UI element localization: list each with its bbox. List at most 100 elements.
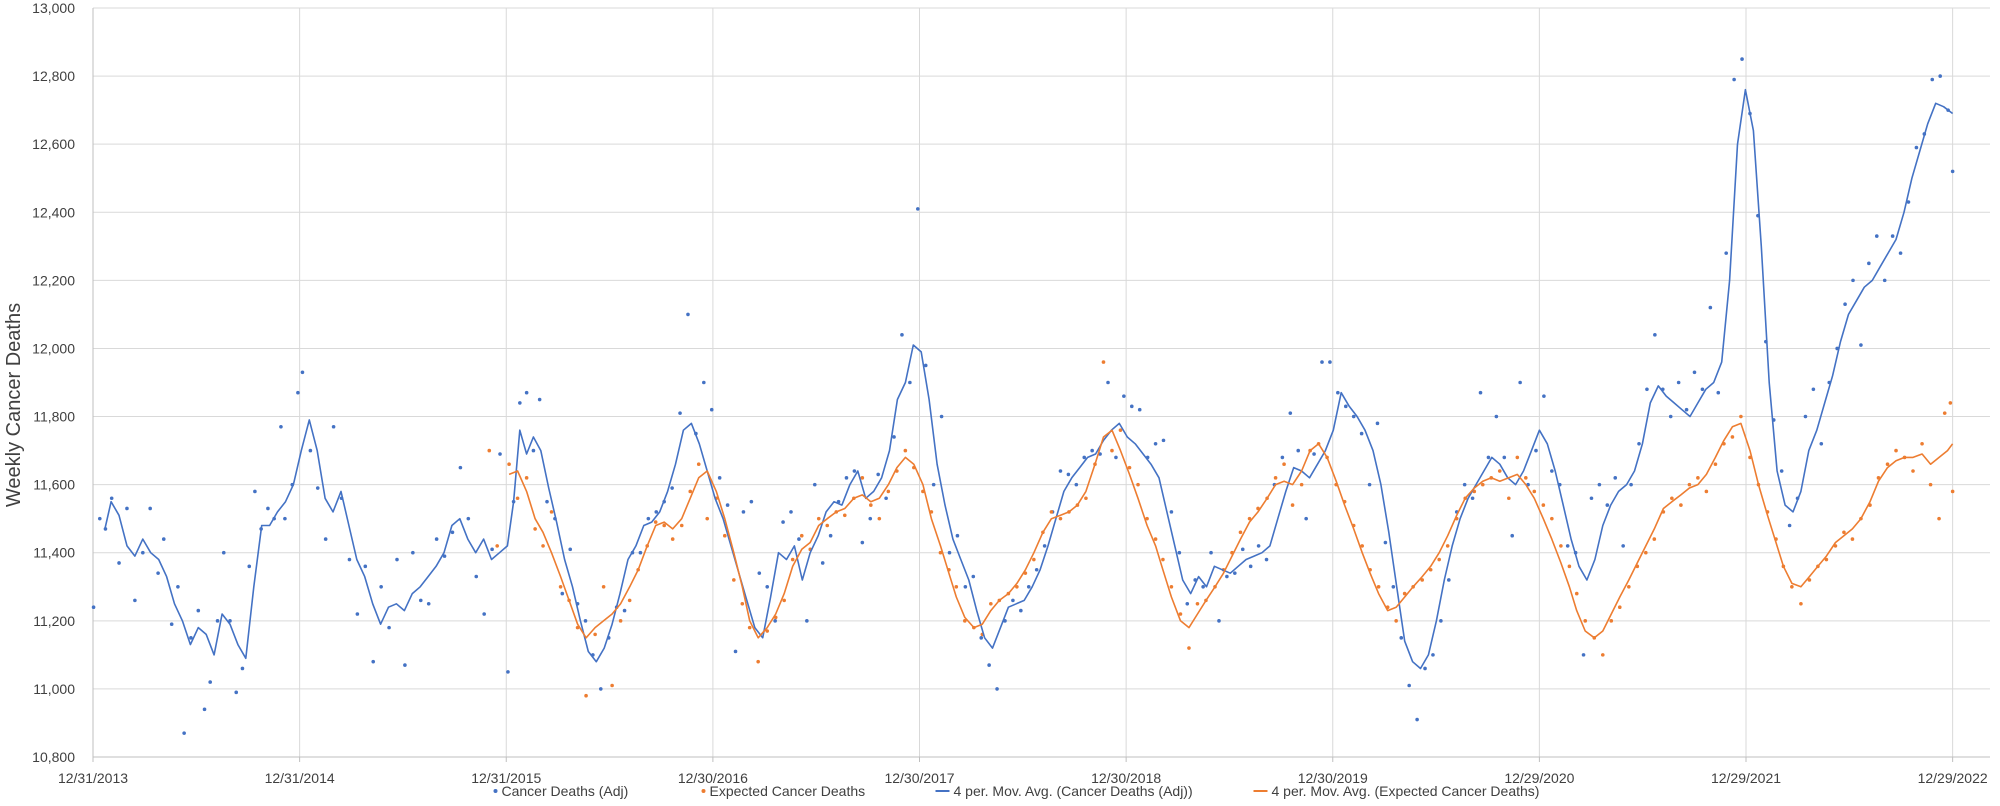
- x-tick-label: 12/31/2013: [58, 770, 128, 786]
- scatter-point: [117, 561, 121, 565]
- scatter-point: [653, 520, 658, 524]
- scatter-point: [1494, 414, 1499, 419]
- scatter-point: [1567, 564, 1572, 569]
- scatter-point: [747, 625, 752, 630]
- gridlines: [92, 7, 1990, 758]
- scatter-point: [1942, 411, 1947, 415]
- scatter-point: [805, 619, 809, 623]
- scatter-point: [308, 448, 313, 453]
- scatter-point: [908, 380, 912, 385]
- y-tick-label: 12,600: [32, 136, 75, 152]
- scatter-point: [1523, 476, 1528, 480]
- scatter-point: [1110, 448, 1114, 453]
- scatter-point: [1950, 489, 1955, 494]
- scatter-point: [1320, 360, 1324, 364]
- scatter-point: [1684, 407, 1689, 412]
- scatter-point: [1225, 574, 1229, 579]
- scatter-point: [1937, 516, 1941, 521]
- y-tick-label: 11,600: [33, 477, 75, 493]
- scatter-point: [717, 476, 722, 480]
- scatter-point: [947, 550, 952, 555]
- scatter-point: [474, 574, 479, 579]
- scatter-point: [1609, 619, 1614, 623]
- scatter-point: [1914, 145, 1919, 150]
- scatter-point: [411, 550, 415, 555]
- scatter-point: [531, 448, 536, 453]
- scatter-point: [1930, 77, 1935, 82]
- scatter-point: [1129, 404, 1134, 409]
- scatter-point: [442, 554, 447, 558]
- moving-average-line-4-per-mov-avg-expected-cancer-deaths: [508, 422, 1954, 639]
- scatter-point: [1803, 414, 1808, 419]
- scatter-point: [1740, 57, 1744, 61]
- scatter-point: [1779, 469, 1784, 473]
- scatter-point: [955, 533, 960, 538]
- scatter-point: [1026, 584, 1031, 589]
- scatter-point: [722, 533, 727, 538]
- legend-marker: [493, 789, 498, 793]
- scatter-point: [1439, 619, 1443, 623]
- scatter-point: [549, 510, 554, 514]
- scatter-point: [141, 550, 145, 555]
- scatter-point: [627, 598, 632, 603]
- scatter-point: [852, 469, 857, 473]
- scatter-point: [1304, 516, 1308, 521]
- scatter-point: [931, 482, 936, 487]
- scatter-point: [533, 527, 537, 531]
- tick-labels: 10,800 11,000 11,200 11,400 11,600 11,800 12,0…: [32, 0, 1988, 786]
- scatter-point: [1402, 591, 1407, 596]
- scatter-point: [782, 598, 787, 603]
- scatter-point: [1233, 571, 1237, 575]
- scatter-point: [1542, 394, 1546, 398]
- scatter-point: [939, 414, 944, 419]
- scatter-point: [133, 598, 137, 603]
- scatter-point: [1843, 302, 1847, 306]
- scatter-point: [1480, 482, 1485, 487]
- scatter-point: [765, 629, 770, 633]
- scatter-point: [686, 312, 690, 317]
- scatter-point: [886, 489, 891, 494]
- scatter-point: [1885, 462, 1890, 467]
- scatter-point: [458, 465, 463, 470]
- scatter-point: [696, 462, 701, 467]
- scatter-point: [1627, 584, 1631, 589]
- scatter-point: [300, 370, 305, 375]
- scatter-point: [1032, 557, 1036, 562]
- scatter-point: [1153, 441, 1158, 446]
- scatter-point: [1282, 462, 1286, 467]
- scatter-point: [1670, 496, 1674, 501]
- y-tick-label: 12,200: [32, 272, 75, 288]
- scatter-point: [1700, 387, 1705, 392]
- scatter-point: [709, 407, 714, 412]
- scatter-point: [568, 547, 573, 552]
- scatter-point: [688, 489, 693, 494]
- scatter-point: [1066, 472, 1071, 477]
- scatter-point: [860, 540, 865, 545]
- scatter-point: [1928, 482, 1933, 487]
- scatter-point: [820, 561, 825, 565]
- scatter-point: [844, 476, 849, 480]
- scatter-point: [545, 499, 549, 504]
- scatter-point: [1383, 540, 1388, 545]
- scatter-point: [541, 544, 545, 548]
- scatter-point: [1122, 394, 1126, 398]
- scatter-point: [1376, 584, 1381, 589]
- scatter-point: [1874, 234, 1879, 238]
- scatter-point: [1399, 636, 1404, 640]
- scatter-point: [756, 659, 760, 664]
- scatter-point: [781, 520, 785, 524]
- scatter-point: [938, 550, 943, 555]
- scatter-point: [466, 516, 471, 521]
- scatter-point: [979, 636, 984, 640]
- legend-item: 4 per. Mov. Avg. (Cancer Deaths (Adj)): [935, 783, 1193, 799]
- scatter-point: [1581, 653, 1586, 657]
- x-tick-label: 12/31/2014: [265, 770, 335, 786]
- scatter-point: [670, 486, 674, 490]
- scatter-point: [1420, 578, 1425, 582]
- scatter-point: [487, 448, 492, 453]
- scatter-point: [1696, 476, 1700, 480]
- scatter-point: [221, 550, 226, 555]
- scatter-point: [208, 680, 212, 684]
